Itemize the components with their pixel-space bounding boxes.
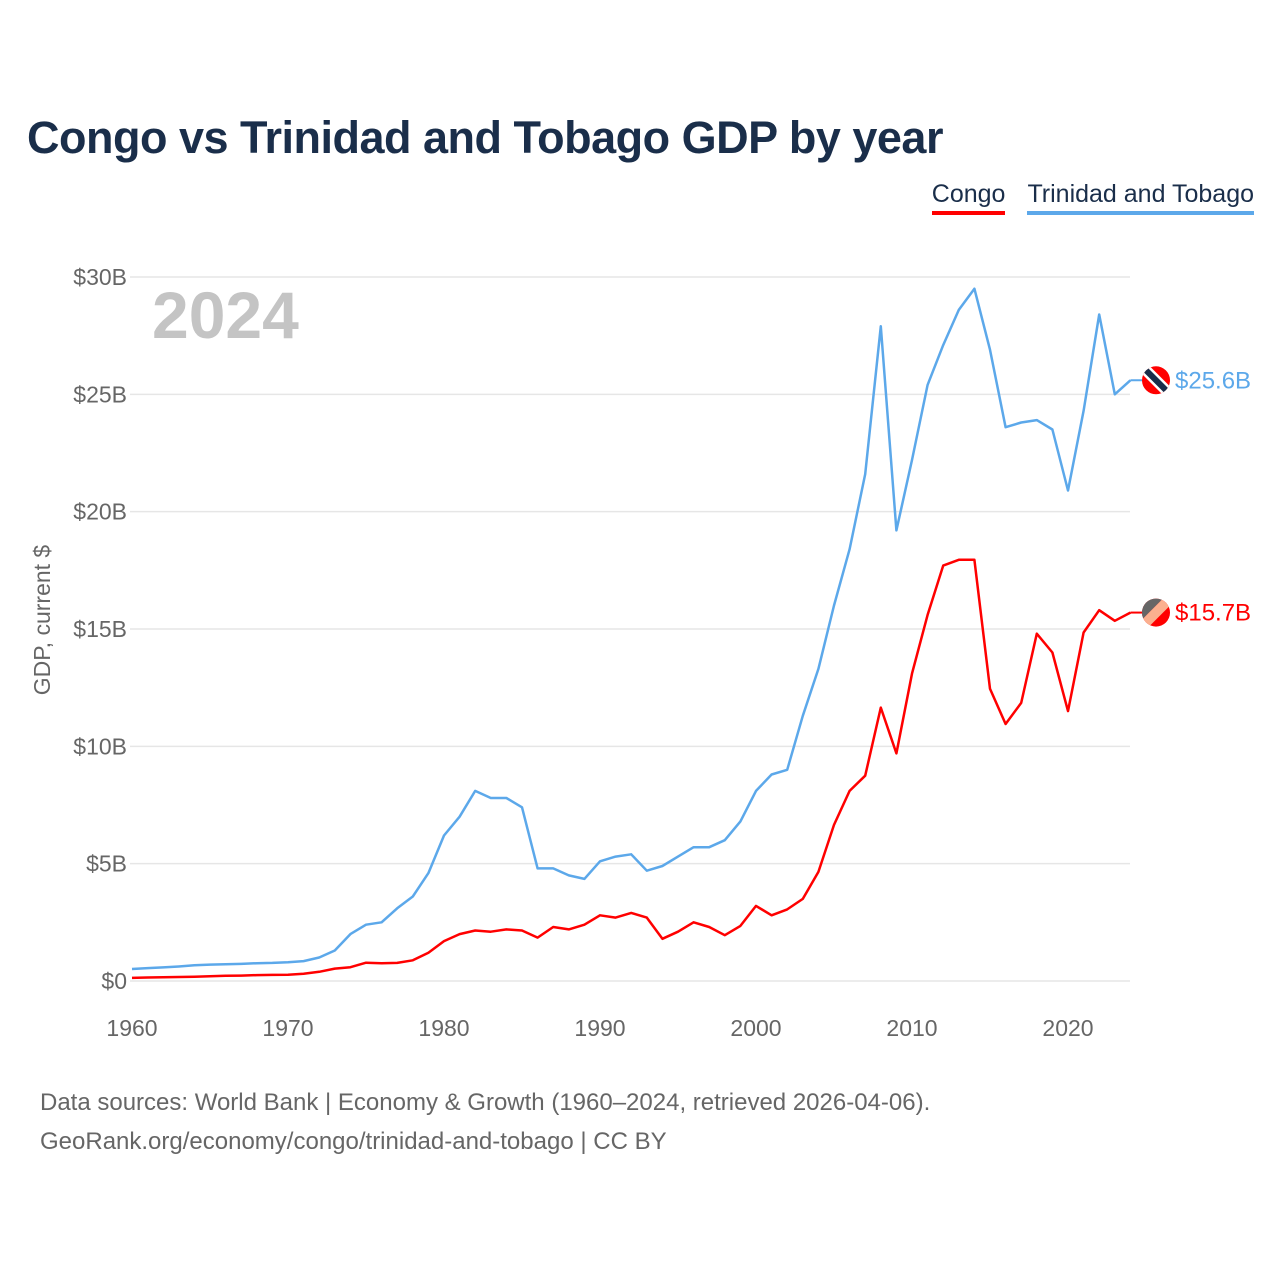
y-tick-label: $30B — [73, 264, 127, 290]
x-tick-label: 1980 — [418, 1015, 469, 1041]
legend-item-congo[interactable]: Congo — [931, 180, 1006, 215]
year-watermark: 2024 — [152, 278, 299, 352]
x-tick-label: 1970 — [262, 1015, 313, 1041]
x-tick-label: 1990 — [574, 1015, 625, 1041]
series-line-congo — [131, 558, 1131, 980]
series-line-trinidad-and-tobago — [131, 287, 1132, 971]
y-tick-label: $10B — [73, 733, 127, 759]
x-tick-label: 1960 — [106, 1015, 157, 1041]
y-tick-label: $20B — [73, 499, 127, 525]
y-tick-label: $5B — [86, 851, 127, 877]
x-tick-label: 2000 — [730, 1015, 781, 1041]
legend: Congo Trinidad and Tobago — [931, 180, 1254, 215]
y-tick-label: $25B — [73, 381, 127, 407]
chart-title: Congo vs Trinidad and Tobago GDP by year — [27, 112, 943, 163]
y-tick-label: $0 — [101, 968, 127, 994]
y-axis-label: GDP, current $ — [29, 545, 55, 696]
legend-item-trinidad-and-tobago[interactable]: Trinidad and Tobago — [1027, 180, 1254, 215]
end-value-label: $25.6B — [1175, 367, 1251, 394]
attribution-text[interactable]: GeoRank.org/economy/congo/trinidad-and-t… — [40, 1128, 667, 1155]
y-tick-label: $15B — [73, 616, 127, 642]
trinidad-flag-icon — [1142, 366, 1170, 395]
footer: Data sources: World Bank | Economy & Gro… — [40, 1083, 930, 1161]
data-source-text: Data sources: World Bank | Economy & Gro… — [40, 1089, 931, 1116]
congo-flag-icon — [1142, 598, 1170, 627]
end-value-label: $15.7B — [1175, 600, 1251, 627]
x-tick-label: 2020 — [1042, 1015, 1093, 1041]
x-tick-label: 2010 — [886, 1015, 937, 1041]
